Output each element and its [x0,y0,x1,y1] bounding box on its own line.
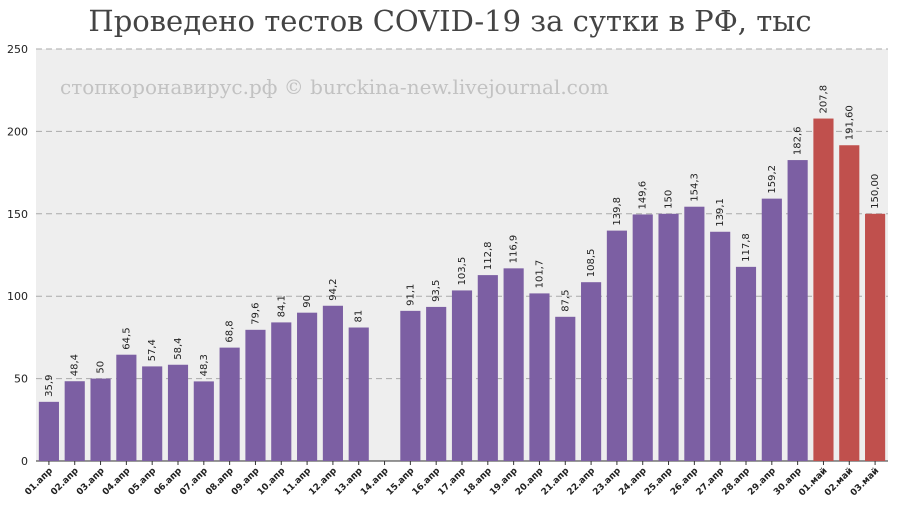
bar [348,327,369,461]
data-label: 116,9 [509,235,520,264]
bar [245,329,266,461]
data-label: 154,3 [689,173,700,202]
bar [839,145,860,461]
chart-title: Проведено тестов COVID-19 за сутки в РФ,… [88,4,812,38]
y-tick-label: 100 [7,290,28,303]
data-label: 112,8 [483,241,494,270]
data-label: 182,6 [793,126,804,155]
bar [581,282,602,461]
data-label: 79,6 [250,303,261,325]
bar [710,231,731,461]
bar [271,322,292,461]
data-label: 149,6 [638,181,649,210]
y-tick-label: 200 [7,125,28,138]
data-label: 207,8 [818,85,829,114]
bar [451,290,473,461]
data-label: 150 [664,190,675,209]
y-tick-label: 0 [21,455,28,468]
data-label: 68,8 [225,320,236,342]
bar [116,354,137,461]
bar [606,230,627,461]
data-label: 93,5 [431,280,442,302]
bar [865,213,886,461]
bar [90,378,111,461]
watermark: стопкоронавирус.рф © burckina-new.livejo… [60,75,609,99]
bar [64,381,85,461]
data-label: 91,1 [405,284,416,306]
data-label: 48,3 [199,354,210,376]
bar [322,305,343,461]
data-label: 159,2 [767,165,778,194]
data-label: 150,00 [870,174,881,209]
bar [426,306,447,461]
data-label: 64,5 [121,327,132,349]
bar [297,312,318,461]
bar [529,293,550,461]
bar [761,198,782,461]
data-label: 139,1 [715,198,726,227]
bar [400,310,421,461]
bar [735,266,757,461]
data-label: 103,5 [457,257,468,286]
data-label: 139,8 [612,197,623,226]
data-label: 84,1 [276,295,287,317]
bar [193,381,214,461]
x-axis: 01.апр02.апр03.апр04.апр05.апр06.апр07.а… [23,461,881,498]
data-label: 57,4 [147,339,158,361]
bar [38,401,59,461]
data-label: 101,7 [534,260,545,289]
data-label: 87,5 [560,290,571,312]
data-label: 48,4 [70,354,81,376]
data-label: 50 [96,361,107,374]
bar [787,160,808,461]
data-label: 94,2 [328,278,339,300]
data-label: 35,9 [44,375,55,397]
data-label: 81 [354,310,365,323]
bar [684,206,705,461]
bar [219,347,240,461]
bar [813,118,834,462]
bar [477,275,498,461]
bar [632,214,653,461]
data-label: 191,60 [844,105,855,140]
y-tick-label: 150 [7,208,28,221]
bar [503,268,524,461]
y-tick-label: 50 [14,373,28,386]
bar [167,364,189,461]
data-label: 58,4 [173,337,184,359]
y-tick-label: 250 [7,43,28,56]
data-label: 117,8 [741,233,752,262]
data-label: 90 [302,295,313,308]
bar [142,366,163,461]
bars [38,118,886,462]
x-tick-label: 03.май [849,466,881,498]
bar [658,213,679,461]
data-label: 108,5 [586,249,597,278]
bar [555,316,576,461]
data-labels: 35,9 48,4 50 64,5 57,4 58,4 48,3 68,8 79,6 84,1 90… [44,85,881,397]
